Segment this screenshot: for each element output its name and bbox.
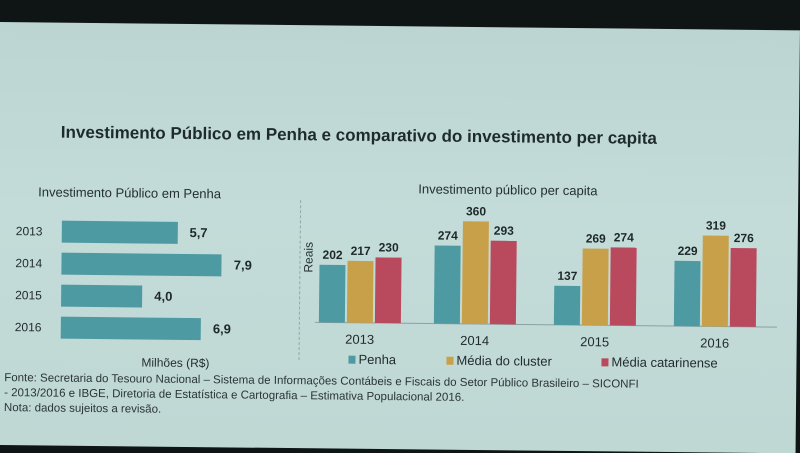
- column-bar: [701, 235, 729, 327]
- column-value-label: 274: [438, 229, 458, 243]
- legend-swatch: [446, 356, 454, 365]
- horizontal-bar-chart: 2013 5,7 2014 7,9 2015 4,0 2016 6,9: [0, 22, 800, 341]
- horizontal-bar: [61, 284, 143, 308]
- column-value-label: 217: [351, 244, 371, 258]
- horizontal-bar: [61, 220, 178, 244]
- column-value-label: 274: [614, 230, 634, 244]
- horizontal-bar-value-label: 5,7: [189, 224, 208, 241]
- legend-label: Média catarinense: [611, 354, 717, 370]
- horizontal-bar: [61, 252, 222, 277]
- left-y-tick-label: 2015: [15, 288, 42, 303]
- projection-screen: Investimento Público em Penha e comparat…: [0, 22, 800, 453]
- column-bar: [673, 260, 701, 327]
- column-bar: [461, 221, 489, 325]
- column-bar: [318, 264, 346, 323]
- left-chart-title: Investimento Público em Penha: [38, 184, 222, 202]
- legend-swatch: [348, 355, 356, 364]
- legend-label: Penha: [358, 352, 397, 367]
- column-bar: [489, 240, 517, 325]
- column-bar: [374, 257, 402, 324]
- column-bar: [553, 285, 581, 326]
- column-value-label: 360: [466, 204, 486, 218]
- slide-title: Investimento Público em Penha e comparat…: [60, 122, 658, 148]
- x-tick-label: 2013: [345, 332, 374, 347]
- column-value-label: 293: [494, 224, 514, 238]
- horizontal-bar-value-label: 4,0: [154, 288, 173, 304]
- column-bar: [581, 248, 609, 326]
- legend-swatch: [601, 358, 609, 367]
- left-y-tick-label: 2016: [14, 320, 42, 335]
- column-value-label: 229: [678, 244, 698, 258]
- x-tick-label: 2015: [580, 334, 609, 349]
- column-bar: [729, 248, 757, 327]
- legend-label: Média do cluster: [456, 353, 552, 369]
- column-value-label: 276: [734, 231, 754, 245]
- left-y-tick-label: 2014: [15, 256, 43, 271]
- grouped-column-chart: Reais 202 217 230 2013 274 360 293 2014 137 269 274…: [301, 204, 777, 371]
- column-value-label: 269: [586, 231, 606, 245]
- column-value-label: 202: [322, 248, 342, 262]
- horizontal-bar-value-label: 7,9: [233, 257, 252, 273]
- x-tick-label: 2014: [460, 333, 489, 348]
- column-bar: [609, 247, 637, 326]
- source-footer: Fonte: Secretaria do Tesouro Nacional – …: [4, 371, 784, 424]
- column-value-label: 319: [706, 218, 726, 232]
- horizontal-bar-value-label: 6,9: [212, 321, 232, 337]
- horizontal-bar: [60, 316, 201, 341]
- column-bar: [433, 245, 461, 324]
- left-chart-xlabel: Milhões (R$): [141, 355, 210, 371]
- column-value-label: 137: [557, 269, 577, 283]
- column-bar: [346, 260, 374, 323]
- column-value-label: 230: [379, 240, 399, 254]
- x-tick-label: 2016: [700, 335, 729, 350]
- right-chart-ylabel: Reais: [301, 242, 315, 273]
- left-y-tick-label: 2013: [15, 224, 43, 239]
